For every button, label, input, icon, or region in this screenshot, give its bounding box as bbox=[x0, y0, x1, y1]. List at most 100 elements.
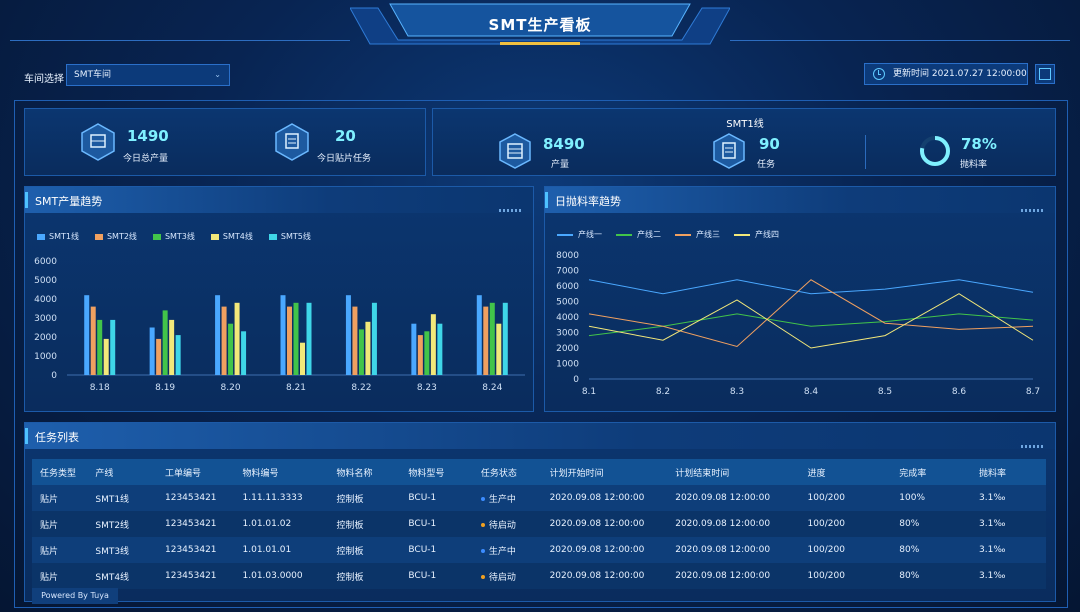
table-cell: 100/200 bbox=[799, 563, 892, 589]
header-dash bbox=[1021, 445, 1045, 448]
legend-item[interactable]: SMT4线 bbox=[210, 232, 253, 241]
table-cell: 控制板 bbox=[328, 511, 401, 537]
table-cell: SMT3线 bbox=[87, 537, 157, 563]
table-cell: 2020.09.08 12:00:00 bbox=[667, 537, 800, 563]
bar bbox=[345, 295, 351, 375]
x-tick-label: 8.6 bbox=[952, 387, 967, 397]
column-header[interactable]: 完成率 bbox=[891, 459, 972, 485]
series-line bbox=[588, 279, 1034, 295]
fullscreen-icon-corner bbox=[1039, 74, 1045, 80]
table-cell: 贴片 bbox=[32, 563, 88, 589]
table-cell: 123453421 bbox=[157, 563, 235, 589]
y-tick-label: 4000 bbox=[556, 313, 579, 323]
fullscreen-button[interactable] bbox=[1035, 64, 1055, 84]
total-output-icon bbox=[81, 123, 115, 161]
legend-swatch bbox=[37, 233, 45, 240]
chevron-down-icon: ⌄ bbox=[214, 70, 221, 79]
legend-label: SMT2线 bbox=[106, 232, 137, 241]
column-header[interactable]: 工单编号 bbox=[157, 459, 235, 485]
status-dot-icon bbox=[480, 497, 485, 501]
bar bbox=[489, 302, 495, 375]
table-cell: 控制板 bbox=[328, 563, 401, 589]
summary-right-panel: SMT1线 8490 产量 90 任务 78% 抛料率 bbox=[432, 108, 1056, 176]
update-time: 更新时间 2021.07.27 12:00:00 bbox=[893, 69, 1027, 79]
header-marker bbox=[545, 192, 548, 208]
header-dash bbox=[1021, 209, 1045, 212]
bar bbox=[430, 314, 436, 375]
header-dash bbox=[499, 209, 523, 212]
column-header[interactable]: 物料名称 bbox=[328, 459, 401, 485]
column-header[interactable]: 物料型号 bbox=[400, 459, 473, 485]
workshop-select-value: SMT车间 bbox=[74, 70, 111, 80]
y-tick-label: 3000 bbox=[34, 314, 57, 324]
x-tick-label: 8.2 bbox=[656, 387, 670, 397]
legend-item[interactable]: 产线三 bbox=[675, 230, 720, 239]
workshop-select[interactable]: SMT车间 ⌄ bbox=[66, 64, 230, 86]
table-row[interactable]: 贴片 SMT4线 123453421 1.01.03.0000 控制板 BCU-1 待启动 2… bbox=[32, 563, 1046, 589]
task-icon bbox=[275, 123, 309, 161]
x-tick-label: 8.21 bbox=[286, 383, 306, 393]
table-row[interactable]: 贴片 SMT1线 123453421 1.11.11.3333 控制板 BCU-1 生产中 2… bbox=[32, 485, 1046, 511]
column-header[interactable]: 计划结束时间 bbox=[667, 459, 800, 485]
fullscreen-icon-corner bbox=[1045, 74, 1051, 80]
task-panel-header: 任务列表 bbox=[25, 423, 1055, 449]
column-header[interactable]: 产线 bbox=[87, 459, 157, 485]
column-header[interactable]: 任务状态 bbox=[472, 459, 542, 485]
legend-item[interactable]: SMT5线 bbox=[268, 232, 311, 241]
table-row[interactable]: 贴片 SMT2线 123453421 1.01.01.02 控制板 BCU-1 待启动 202… bbox=[32, 511, 1046, 537]
legend-item[interactable]: SMT1线 bbox=[37, 232, 79, 241]
table-cell: 123453421 bbox=[157, 537, 235, 563]
task-table: 任务类型 产线 工单编号 物料编号 物料名称 物料型号 任务状态 计划开始时间 计划结束时间 进度… bbox=[32, 459, 1046, 589]
table-cell: 贴片 bbox=[32, 511, 88, 537]
column-header[interactable]: 抛料率 bbox=[971, 459, 1046, 485]
column-header[interactable]: 物料编号 bbox=[234, 459, 329, 485]
y-tick-label: 2000 bbox=[556, 344, 579, 354]
bar bbox=[417, 335, 423, 375]
bar bbox=[280, 295, 286, 375]
column-header[interactable]: 进度 bbox=[799, 459, 892, 485]
table-row[interactable]: 贴片 SMT3线 123453421 1.01.01.01 控制板 BCU-1 生产中 202… bbox=[32, 537, 1046, 563]
status-text: 生产中 bbox=[488, 494, 516, 505]
y-tick-label: 1000 bbox=[34, 352, 57, 362]
legend-line bbox=[557, 233, 573, 236]
y-tick-label: 0 bbox=[573, 375, 579, 385]
table-cell: BCU-1 bbox=[400, 563, 473, 589]
throw-rate-label: 抛料率 bbox=[960, 160, 988, 170]
legend-item[interactable]: 产线二 bbox=[616, 230, 661, 239]
legend-item[interactable]: 产线一 bbox=[557, 230, 602, 239]
table-cell: 控制板 bbox=[328, 485, 401, 511]
throw-rate-ring bbox=[920, 136, 950, 166]
ring-fill bbox=[920, 136, 950, 166]
line-task-value: 90 bbox=[759, 135, 780, 153]
y-tick-label: 1000 bbox=[556, 360, 579, 370]
line-legend: 产线一 产线二 产线三 产线四 bbox=[557, 229, 793, 240]
legend-line bbox=[675, 233, 691, 236]
x-tick-label: 8.4 bbox=[804, 387, 819, 397]
bar bbox=[365, 321, 371, 375]
table-cell: 100/200 bbox=[799, 511, 892, 537]
table-cell: 3.1‰ bbox=[971, 537, 1046, 563]
table-cell: 贴片 bbox=[32, 485, 88, 511]
column-header[interactable]: 任务类型 bbox=[32, 459, 88, 485]
x-tick-label: 8.20 bbox=[221, 383, 241, 393]
table-cell: 100/200 bbox=[799, 537, 892, 563]
x-tick-label: 8.3 bbox=[730, 387, 744, 397]
table-body: 贴片 SMT1线 123453421 1.11.11.3333 控制板 BCU-1 生产中 2… bbox=[32, 485, 1046, 589]
table-cell: 80% bbox=[891, 563, 972, 589]
status-text: 待启动 bbox=[488, 572, 516, 583]
status-dot-icon bbox=[480, 575, 485, 579]
bar bbox=[352, 306, 358, 375]
y-tick-label: 6000 bbox=[556, 282, 579, 292]
legend-item[interactable]: SMT2线 bbox=[94, 232, 137, 241]
bar bbox=[300, 342, 305, 375]
bar bbox=[149, 327, 155, 375]
column-header[interactable]: 计划开始时间 bbox=[541, 459, 668, 485]
y-tick-label: 2000 bbox=[34, 333, 57, 343]
legend-item[interactable]: 产线四 bbox=[734, 230, 779, 239]
workshop-label: 车间选择 bbox=[24, 74, 64, 85]
header-left-line bbox=[10, 40, 350, 41]
header-marker bbox=[25, 428, 28, 444]
x-tick-label: 8.22 bbox=[351, 383, 371, 393]
legend-swatch bbox=[94, 233, 103, 240]
legend-item[interactable]: SMT3线 bbox=[152, 232, 195, 241]
